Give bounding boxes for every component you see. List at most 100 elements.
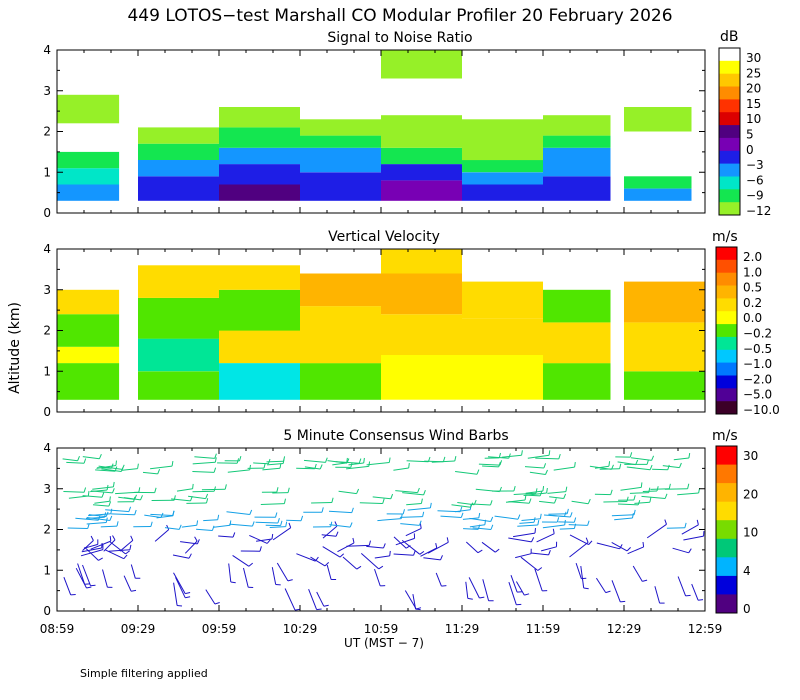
wind-barb-feather bbox=[542, 486, 545, 492]
wind-barb-feather bbox=[566, 508, 569, 514]
wind-barb bbox=[571, 500, 589, 505]
data-cell bbox=[219, 289, 300, 331]
colorbar-unit: m/s bbox=[712, 428, 738, 444]
panel-wind-barbs: 5 Minute Consensus Wind Barbs 0 1 2 3 4 08:59… bbox=[40, 428, 759, 636]
wind-barb bbox=[455, 471, 478, 475]
wind-barb bbox=[164, 527, 180, 530]
wind-barb-feather bbox=[563, 511, 567, 517]
wind-barb bbox=[374, 555, 390, 559]
wind-barb bbox=[232, 554, 250, 567]
wind-barb bbox=[549, 496, 564, 499]
wind-barb bbox=[326, 564, 332, 580]
data-cell bbox=[381, 314, 462, 355]
wind-barb-feather bbox=[688, 453, 691, 459]
colorbar-swatch bbox=[716, 247, 737, 261]
colorbar-swatch bbox=[716, 298, 737, 312]
data-cell bbox=[543, 135, 611, 148]
velocity-colorbar: 2.01.0 0.50.20.0 −0.2−0.5−1.0−2.0 −5.0−10.0 bbox=[715, 246, 780, 417]
wind-barb-feather bbox=[154, 487, 157, 493]
wind-barb bbox=[614, 517, 633, 521]
wind-barb bbox=[462, 517, 479, 520]
colorbar-swatch bbox=[719, 176, 740, 190]
wind-barb-feather bbox=[98, 557, 103, 561]
colorbar-swatch bbox=[719, 86, 740, 100]
wind-barb-feather bbox=[115, 460, 117, 466]
wind-barb-feather bbox=[285, 521, 288, 527]
wind-barb-feather bbox=[684, 522, 687, 528]
x-tick-label: 12:29 bbox=[607, 622, 642, 636]
colorbar-label: 30 bbox=[746, 51, 761, 65]
wind-barb bbox=[181, 524, 197, 528]
wind-barb-feather bbox=[521, 450, 523, 456]
wind-barb-feather bbox=[478, 512, 481, 518]
colorbar-label: 10 bbox=[746, 112, 761, 126]
wind-barb-feather bbox=[214, 453, 217, 459]
wind-barb bbox=[404, 590, 417, 610]
wind-barb bbox=[540, 546, 557, 552]
data-cell bbox=[381, 180, 462, 201]
wind-barb-feather bbox=[185, 596, 191, 599]
wind-barb bbox=[62, 458, 78, 462]
wind-barb-feather bbox=[339, 553, 345, 558]
wind-barb bbox=[98, 465, 123, 470]
wind-barb bbox=[130, 564, 136, 579]
wind-barb-feather bbox=[588, 540, 593, 545]
colorbar-swatch bbox=[716, 520, 737, 540]
data-cell bbox=[381, 273, 462, 315]
data-cell bbox=[381, 249, 462, 274]
wind-barb bbox=[321, 534, 337, 537]
wind-barb bbox=[468, 577, 480, 599]
data-cell bbox=[462, 184, 543, 201]
wind-barb-feather bbox=[435, 542, 438, 549]
velocity-plot-area: 0 1 2 3 4 bbox=[43, 242, 706, 419]
y-tick-label: 1 bbox=[43, 364, 51, 378]
data-cell bbox=[624, 322, 705, 372]
wind-barb-feather bbox=[413, 550, 416, 556]
colorbar-swatch bbox=[716, 501, 737, 521]
wind-barb bbox=[63, 577, 72, 596]
wind-barb bbox=[508, 581, 517, 605]
colorbar-swatch bbox=[719, 163, 740, 177]
wind-barb bbox=[338, 490, 357, 495]
data-cell bbox=[543, 176, 611, 201]
x-tick-label: 11:59 bbox=[526, 622, 561, 636]
wind-barb bbox=[104, 549, 125, 560]
wind-barb-feather bbox=[130, 535, 134, 541]
wind-barb-feather bbox=[325, 457, 328, 463]
y-tick-label: 4 bbox=[43, 43, 51, 57]
wind-barb bbox=[478, 463, 501, 466]
wind-barb-feather bbox=[383, 543, 386, 549]
y-tick-label: 1 bbox=[43, 563, 51, 577]
wind-barb bbox=[308, 589, 318, 610]
x-tick-label: 11:29 bbox=[445, 622, 480, 636]
wind-barb bbox=[366, 545, 384, 549]
wind-barb bbox=[348, 462, 364, 466]
wind-barb bbox=[520, 556, 539, 571]
wind-barb-feather bbox=[259, 546, 262, 552]
wind-barb bbox=[510, 575, 518, 593]
wind-barb bbox=[575, 562, 582, 579]
wind-barb-feather bbox=[574, 462, 576, 468]
wind-barb-feather bbox=[546, 488, 548, 494]
wind-barb bbox=[260, 503, 285, 505]
wind-barb-feather bbox=[642, 541, 645, 547]
wind-barb-feather bbox=[213, 486, 216, 492]
wind-barb bbox=[201, 488, 226, 491]
wind-barb bbox=[227, 469, 250, 473]
wind-barb bbox=[543, 514, 565, 517]
wind-barb bbox=[463, 528, 479, 530]
wind-barb bbox=[94, 500, 110, 504]
wind-barb-feather bbox=[651, 455, 655, 461]
wind-barb bbox=[86, 517, 110, 521]
wind-barb-feather bbox=[633, 495, 636, 501]
colorbar-label: 0 bbox=[746, 143, 754, 157]
wind-barb-feather bbox=[664, 493, 668, 499]
wind-barb bbox=[472, 503, 491, 506]
x-tick-label: 10:29 bbox=[283, 622, 318, 636]
y-tick-label: 0 bbox=[43, 604, 51, 618]
wind-barb-feather bbox=[517, 514, 521, 520]
wind-barb bbox=[269, 526, 286, 528]
wind-barb bbox=[192, 490, 215, 493]
